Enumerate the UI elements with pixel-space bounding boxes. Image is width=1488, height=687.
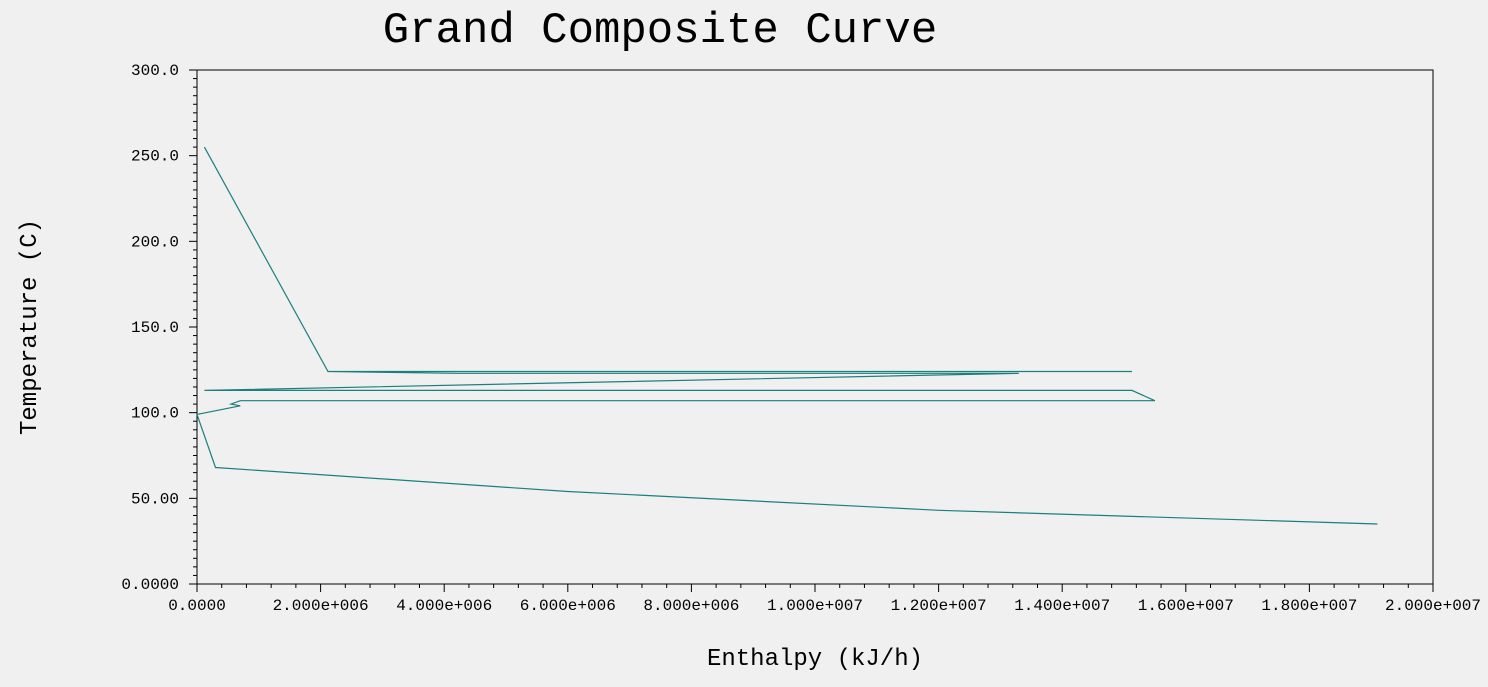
y-tick-label: 0.0000 xyxy=(121,576,179,594)
x-tick-label: 0.0000 xyxy=(168,597,226,615)
plot-area xyxy=(196,69,1434,585)
x-tick-label: 1.200e+007 xyxy=(891,597,987,615)
x-tick-label: 1.800e+007 xyxy=(1261,597,1357,615)
x-axis: 0.0000 2.000e+006 4.000e+006 6.000e+006 8.00… xyxy=(168,584,1481,615)
y-tick-label: 300.0 xyxy=(131,62,179,80)
chart-title: Grand Composite Curve xyxy=(383,6,938,56)
x-tick-label: 8.000e+006 xyxy=(643,597,739,615)
y-tick-label: 50.00 xyxy=(131,490,179,508)
x-axis-label: Enthalpy (kJ/h) xyxy=(707,646,923,673)
y-axis: 0.0000 50.00 100.0 150.0 200.0 250.0 300.0 xyxy=(121,62,197,594)
x-tick-label: 2.000e+007 xyxy=(1385,597,1481,615)
y-tick-label: 250.0 xyxy=(131,148,179,166)
x-tick-label: 2.000e+006 xyxy=(273,597,369,615)
x-tick-label: 4.000e+006 xyxy=(396,597,492,615)
y-tick-label: 100.0 xyxy=(131,405,179,423)
x-tick-label: 6.000e+006 xyxy=(520,597,616,615)
x-tick-label: 1.400e+007 xyxy=(1014,597,1110,615)
series-line xyxy=(196,146,1378,525)
x-tick-label: 1.000e+007 xyxy=(767,597,863,615)
y-tick-label: 150.0 xyxy=(131,319,179,337)
x-tick-label: 1.600e+007 xyxy=(1138,597,1234,615)
y-tick-label: 200.0 xyxy=(131,233,179,251)
y-axis-label: Temperature (C) xyxy=(17,219,44,435)
